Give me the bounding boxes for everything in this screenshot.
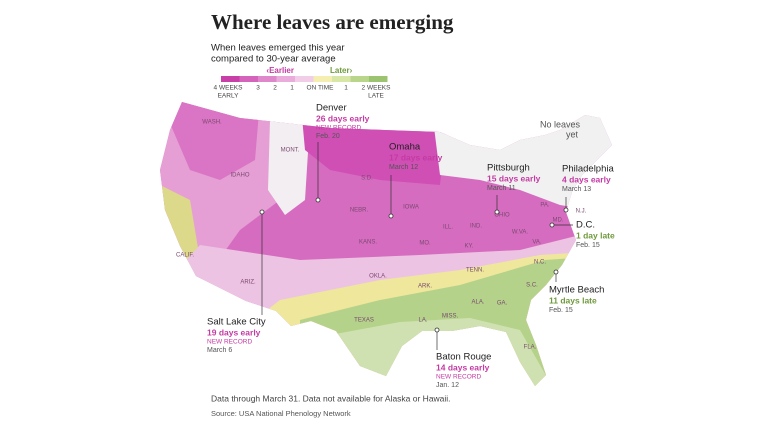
city-name: Philadelphia xyxy=(562,164,614,175)
state-label: MO. xyxy=(419,241,431,247)
city-name: D.C. xyxy=(576,220,595,231)
map xyxy=(160,102,612,386)
legend-later: Later› xyxy=(330,66,353,75)
state-label: OHIO xyxy=(494,213,510,219)
legend-swatch xyxy=(258,76,277,82)
state-label: KANS. xyxy=(359,240,377,246)
legend-label: 2 xyxy=(273,85,277,92)
legend-swatch xyxy=(295,76,314,82)
state-label: NEBR. xyxy=(350,208,369,214)
city-point xyxy=(315,197,321,203)
state-label: S.C. xyxy=(526,283,538,289)
city-note: NEW RECORD xyxy=(436,374,481,381)
city-change: 15 days early xyxy=(487,173,541,183)
city-point xyxy=(553,269,559,275)
footnote: Data through March 31. Data not availabl… xyxy=(211,393,451,403)
state-label: MD. xyxy=(553,218,564,224)
state-label: ARIZ. xyxy=(240,280,256,286)
legend-earlier: ‹Earlier xyxy=(266,66,294,75)
legend-swatch xyxy=(369,76,388,82)
state-label: MONT. xyxy=(281,148,300,154)
legend-label: 2 WEEKS xyxy=(362,85,392,92)
city-note: NEW RECORD xyxy=(316,125,361,132)
no-leaves-label: No leaves xyxy=(540,119,581,129)
state-label: IOWA xyxy=(403,205,419,211)
legend-swatch xyxy=(332,76,351,82)
state-label: WASH. xyxy=(202,120,222,126)
city-name: Myrtle Beach xyxy=(549,285,604,296)
city-point xyxy=(259,209,265,215)
legend-swatch xyxy=(313,76,332,82)
city-date: Feb. 15 xyxy=(576,242,600,249)
subtitle: When leaves emerged this year xyxy=(211,43,345,54)
state-label: W.VA. xyxy=(512,230,529,236)
city-name: Omaha xyxy=(389,142,421,153)
city-change: 26 days early xyxy=(316,113,370,123)
state-label: VA. xyxy=(532,240,542,246)
city-name: Pittsburgh xyxy=(487,163,530,174)
state-label: ILL. xyxy=(443,225,453,231)
city-name: Baton Rouge xyxy=(436,352,491,363)
city-date: Jan. 12 xyxy=(436,382,459,389)
city-name: Denver xyxy=(316,103,347,114)
legend-label: ON TIME xyxy=(307,85,335,92)
legend-swatch xyxy=(350,76,369,82)
state-label: IND. xyxy=(470,224,482,230)
city-change: 19 days early xyxy=(207,327,261,337)
legend-label: 3 xyxy=(256,85,260,92)
city-date: March 6 xyxy=(207,347,232,354)
state-label: CALIF. xyxy=(176,253,194,259)
city-date: March 13 xyxy=(562,186,591,193)
state-label: N.J. xyxy=(576,209,587,215)
city-date: Feb. 20 xyxy=(316,133,340,140)
legend-label: EARLY xyxy=(218,93,239,100)
city-change: 1 day late xyxy=(576,230,615,240)
state-label: MISS. xyxy=(442,314,459,320)
legend-label: LATE xyxy=(368,93,384,100)
city-point xyxy=(434,327,440,333)
state-label: PA. xyxy=(540,203,550,209)
state-label: KY. xyxy=(465,244,474,250)
city-change: 11 days late xyxy=(549,295,597,305)
state-label: ALA. xyxy=(471,300,484,306)
state-label: LA. xyxy=(418,318,427,324)
legend-label: 1 xyxy=(290,85,294,92)
city-change: 17 days early xyxy=(389,152,443,162)
city-point xyxy=(388,213,394,219)
city-point xyxy=(494,209,500,215)
legend-label: 4 WEEKS xyxy=(214,85,244,92)
state-label: N.C. xyxy=(534,260,546,266)
subtitle: compared to 30-year average xyxy=(211,54,336,65)
state-label: ARK. xyxy=(418,284,432,290)
state-label: FLA. xyxy=(524,345,537,351)
city-date: March 11 xyxy=(487,185,516,192)
state-label: GA. xyxy=(497,301,508,307)
city-name: Salt Lake City xyxy=(207,317,266,328)
title: Where leaves are emerging xyxy=(211,10,454,34)
no-leaves-label: yet xyxy=(566,129,579,139)
source: Source: USA National Phenology Network xyxy=(211,409,351,418)
state-label: IDAHO xyxy=(230,173,249,179)
legend-swatch xyxy=(221,76,240,82)
city-date: March 12 xyxy=(389,164,418,171)
state-labels: WASH. IDAHO MONT. CALIF. ARIZ. S.D. NEBR. IOWA K… xyxy=(176,120,587,351)
legend-swatch xyxy=(239,76,258,82)
state-label: TEXAS xyxy=(354,318,374,324)
legend-label: 1 xyxy=(344,85,348,92)
city-point xyxy=(549,222,555,228)
city-change: 14 days early xyxy=(436,362,490,372)
city-change: 4 days early xyxy=(562,174,611,184)
city-date: Feb. 15 xyxy=(549,307,573,314)
city-point xyxy=(563,207,569,213)
state-label: S.D. xyxy=(361,176,373,182)
legend-swatch xyxy=(276,76,295,82)
city-note: NEW RECORD xyxy=(207,339,252,346)
state-label: OKLA. xyxy=(369,274,387,280)
state-label: TENN. xyxy=(466,268,484,274)
